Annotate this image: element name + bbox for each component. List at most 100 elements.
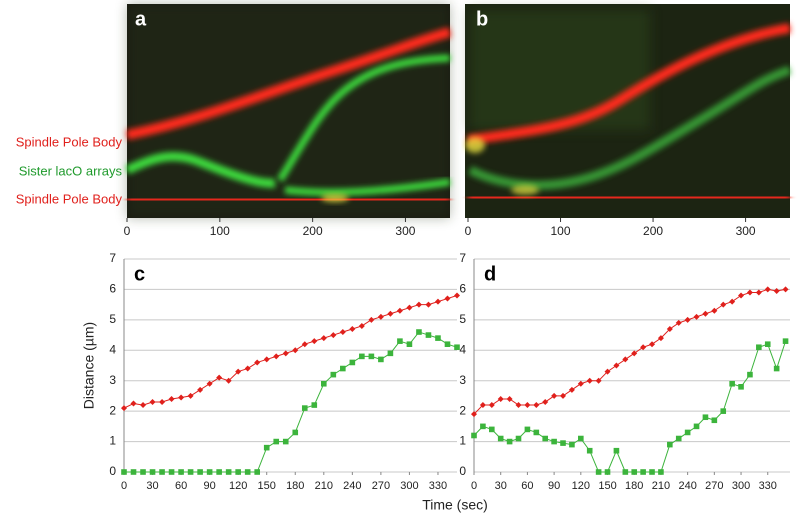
point [254, 359, 261, 366]
point [187, 469, 194, 475]
y-tick-label: 1 [109, 434, 116, 448]
y-tick-label: 1 [459, 434, 466, 448]
x-tick-label: 0 [471, 480, 477, 492]
point [658, 469, 664, 475]
point [178, 469, 184, 475]
x-tick-label: 60 [521, 480, 533, 492]
point [622, 469, 629, 475]
x-tick-label: 210 [652, 480, 670, 492]
point [415, 301, 422, 308]
point [773, 287, 780, 294]
point [149, 469, 156, 475]
point [649, 341, 656, 348]
point [657, 335, 664, 342]
panel-label: c [134, 263, 145, 285]
point [693, 313, 700, 320]
point [515, 435, 522, 442]
point [349, 359, 356, 366]
point [542, 399, 549, 406]
point [578, 435, 584, 442]
point [339, 329, 346, 336]
point [488, 402, 495, 409]
x-tick-label: 30 [146, 480, 158, 492]
point [711, 417, 718, 424]
series-line [473, 288, 786, 415]
point [311, 338, 318, 345]
point [121, 469, 127, 475]
x-tick-label: 200 [303, 224, 323, 238]
point [454, 344, 460, 351]
point [764, 286, 771, 293]
kymograph-image-a [125, 4, 452, 218]
point [746, 289, 753, 296]
point [515, 402, 522, 409]
series-line [124, 331, 458, 473]
point [168, 395, 175, 402]
x-tick-label: 90 [548, 480, 560, 492]
point [340, 365, 346, 372]
point [225, 377, 232, 384]
point [149, 399, 156, 406]
y-tick-label: 6 [459, 282, 466, 296]
point [187, 392, 194, 399]
point [349, 325, 356, 332]
point [542, 435, 549, 442]
point [216, 469, 222, 475]
point [471, 411, 477, 418]
point [747, 371, 753, 378]
y-tick-label: 7 [459, 251, 466, 265]
point [667, 441, 673, 448]
point [729, 380, 735, 387]
point [613, 447, 620, 454]
x-tick-label: 60 [175, 480, 187, 492]
point [506, 395, 513, 402]
x-tick-label: 210 [315, 480, 333, 492]
point [675, 435, 682, 442]
point [159, 399, 166, 406]
panel-label: a [135, 8, 147, 30]
y-tick-label: 3 [109, 373, 116, 387]
point [387, 310, 394, 317]
point [140, 402, 147, 409]
point [586, 377, 593, 384]
point [756, 344, 762, 351]
x-tick-label: 0 [124, 224, 131, 238]
point [130, 469, 137, 475]
y-tick-label: 2 [109, 403, 116, 417]
point [489, 426, 495, 433]
track-label: Spindle Pole Body [16, 134, 123, 149]
point [425, 301, 432, 308]
point [130, 400, 137, 407]
point [631, 350, 638, 357]
point [524, 426, 531, 433]
point [738, 292, 745, 299]
series-line [473, 341, 787, 473]
y-tick-label: 4 [109, 342, 116, 356]
point [206, 380, 213, 387]
point [263, 444, 270, 451]
y-tick-label: 7 [109, 251, 116, 265]
y-tick-label: 0 [459, 464, 466, 478]
point [444, 341, 451, 347]
point [311, 402, 318, 408]
kymograph-image-b [465, 4, 792, 218]
point [480, 423, 486, 430]
point [359, 353, 365, 360]
x-tick-label: 0 [121, 480, 127, 492]
point [273, 438, 280, 445]
point [524, 402, 531, 409]
y-tick-label: 5 [109, 312, 116, 326]
point [640, 469, 646, 475]
point [216, 374, 223, 381]
point [263, 356, 270, 363]
point [702, 414, 709, 421]
point [764, 341, 771, 347]
point [358, 322, 365, 329]
point [406, 341, 413, 347]
panel-label: d [484, 263, 496, 285]
point [416, 329, 422, 335]
point [471, 432, 477, 439]
y-tick-label: 0 [109, 464, 116, 478]
point [206, 469, 213, 475]
